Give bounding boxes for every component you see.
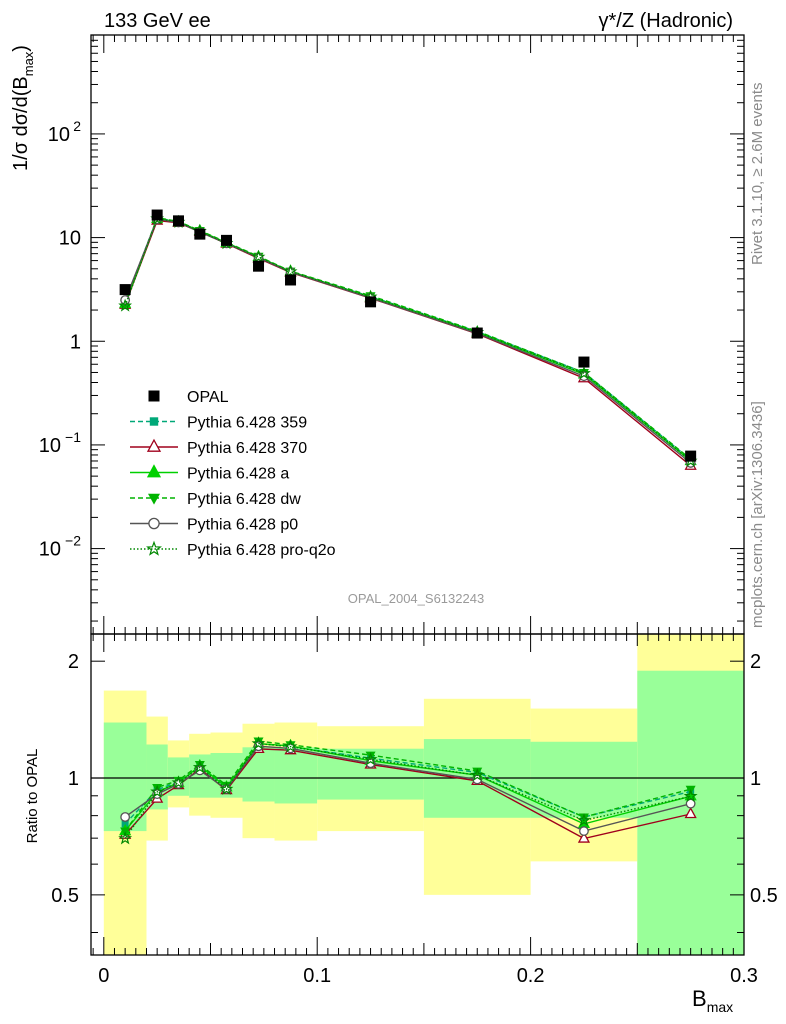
ratio-uncertainty-bands: [91, 634, 744, 955]
main-y-tick-label-2: 1: [70, 331, 81, 353]
chart-header-left: 133 GeV ee: [104, 10, 211, 32]
series-1-ratio-point-10: [684, 806, 697, 819]
series-3-ratio-point-9: [578, 813, 589, 823]
main-y-tick-exp-1: −1: [65, 429, 81, 445]
legend-label-1: Pythia 6.428 370: [187, 440, 307, 457]
legend-label-3: Pythia 6.428 dw: [187, 491, 301, 508]
ratio-series-group: [118, 736, 698, 845]
series-3-ratio-line: [124, 740, 691, 832]
ratio-y-tick-label-1: 1: [68, 768, 79, 790]
series-3-ratio-point-8: [472, 767, 483, 777]
ratio-y-tick-label-right-0: 0.5: [750, 885, 778, 907]
main-y-tick-label-1: 10: [39, 435, 61, 457]
x-tick-label-2: 0.2: [517, 965, 545, 987]
series-1-ratio-point-9: [577, 831, 591, 843]
x-tick-label-1: 0.1: [303, 965, 331, 987]
legend-marker-data: [148, 390, 160, 402]
ratio-panel-frame: [90, 633, 745, 956]
legend-label-0: Pythia 6.428 359: [187, 415, 307, 432]
mcplots-annotation: mcplots.cern.ch [arXiv:1306.3436]: [749, 401, 766, 628]
main-y-tick-exp-4: 2: [73, 118, 81, 134]
series-3-ratio-point-7: [365, 751, 376, 761]
series-5-point-9: [577, 366, 591, 380]
series-5-ratio-line: [124, 742, 691, 839]
series-4-ratio-point-0: [120, 812, 131, 822]
data-point-6: [285, 274, 297, 286]
analysis-watermark: OPAL_2004_S6132243: [348, 591, 484, 606]
legend-marker-2: [146, 464, 162, 478]
main-y-tick-exp-0: −2: [65, 533, 81, 549]
ratio-y-tick-label-right-1: 1: [750, 768, 761, 790]
data-point-9: [578, 356, 590, 368]
legend-marker-1: [146, 438, 162, 452]
main-series-group: [118, 209, 698, 470]
data-point-3: [194, 228, 206, 240]
ratio-band-green-6: [274, 747, 318, 804]
legend-marker-4: [148, 517, 160, 530]
main-y-tick-label-3: 10: [59, 228, 81, 250]
series-5-ratio-point-8: [470, 767, 485, 782]
series-5-ratio-point-3: [192, 760, 207, 774]
series-4-ratio-point-9: [579, 826, 589, 836]
series-5-ratio-point-9: [577, 813, 591, 827]
series-5-ratio-point-2: [171, 775, 186, 789]
ratio-y-tick-label-0: 0.5: [51, 885, 79, 907]
series-5-ratio-point-0: [118, 831, 133, 845]
series-4-ratio-point-10: [685, 798, 696, 809]
legend-marker-5: [146, 540, 162, 556]
ratio-y-tick-label-2: 2: [68, 651, 79, 673]
legend-marker-3: [148, 493, 160, 505]
main-y-axis-title: 1/σ dσ/d(Bmax): [10, 45, 36, 171]
legend-label-4: Pythia 6.428 p0: [187, 517, 298, 534]
data-point-7: [365, 296, 377, 308]
ratio-y-tick-label-right-2: 2: [750, 651, 761, 673]
chart-header-right: γ*/Z (Hadronic): [599, 10, 733, 32]
legend-label-5: Pythia 6.428 pro-q2o: [187, 542, 336, 559]
main-y-tick-label-0: 10: [39, 539, 61, 561]
series-5-ratio-point-1: [150, 784, 165, 798]
rivet-annotation: Rivet 3.1.10, ≥ 2.6M events: [749, 83, 766, 266]
data-point-5: [253, 260, 265, 272]
series-5-ratio-point-7: [363, 752, 378, 766]
series-5-ratio-point-6: [283, 739, 298, 753]
legend-marker-0: [149, 417, 159, 426]
series-5-ratio-point-5: [251, 736, 266, 750]
legend-label-data: OPAL: [187, 389, 229, 406]
data-point-2: [172, 215, 184, 227]
series-5-point-0: [118, 298, 133, 312]
series-0-ratio-line: [124, 742, 691, 825]
data-point-1: [151, 209, 163, 221]
ratio-band-green-5: [242, 747, 275, 802]
legend: OPAL Pythia 6.428 359 Pythia 6.428 370 Pyth…: [130, 389, 336, 559]
data-point-0: [119, 284, 131, 296]
series-5-point-6: [283, 264, 298, 278]
data-point-8: [471, 327, 483, 339]
series-0-ratio-point-0: [121, 820, 129, 828]
main-y-tick-label-4: 10: [48, 124, 70, 146]
ratio-y-axis-title: Ratio to OPAL: [24, 749, 41, 844]
series-3-ratio-point-1: [152, 783, 163, 793]
series-5-ratio-point-10: [683, 789, 698, 803]
x-tick-label-0: 0: [98, 965, 109, 987]
x-tick-label-3: 0.3: [730, 965, 758, 987]
x-axis-title: Bmax: [692, 986, 733, 1015]
data-point-10: [685, 450, 697, 462]
legend-label-2: Pythia 6.428 a: [187, 466, 289, 483]
series-5-point-5: [251, 249, 266, 263]
ratio-band-green-1: [146, 744, 168, 810]
data-point-4: [221, 234, 233, 246]
series-5-ratio-point-4: [219, 781, 234, 796]
